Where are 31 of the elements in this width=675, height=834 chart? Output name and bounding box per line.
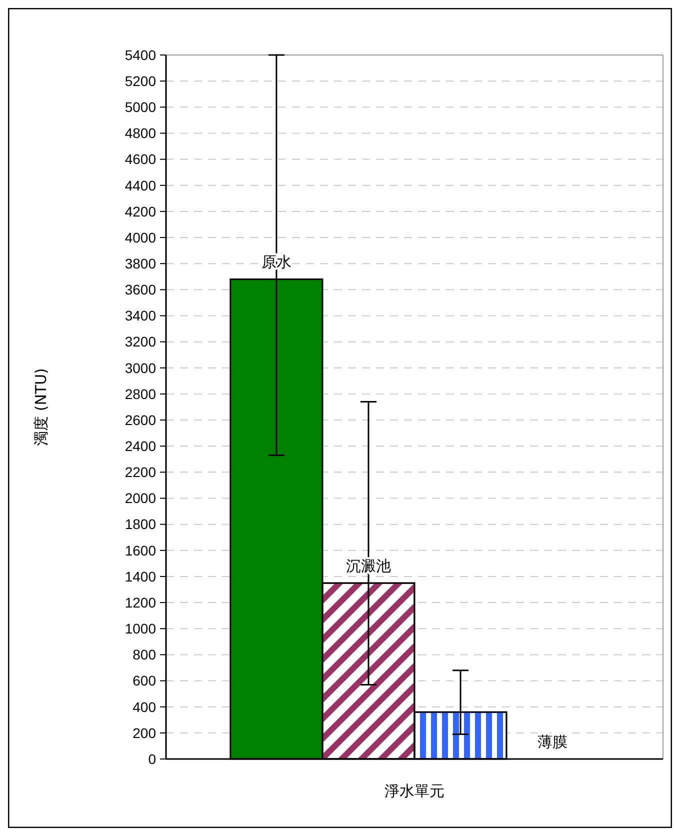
y-tick-label: 1800 — [124, 516, 156, 532]
y-tick-label: 3200 — [124, 334, 156, 350]
y-tick-label: 1400 — [124, 568, 156, 584]
y-tick-label: 3000 — [124, 360, 156, 376]
y-tick-label: 3600 — [124, 282, 156, 298]
y-tick-label: 1200 — [124, 594, 156, 610]
y-tick-label: 4800 — [124, 125, 156, 142]
y-tick-label: 2400 — [124, 438, 156, 454]
y-tick-label: 2800 — [124, 386, 156, 402]
y-tick-label: 2000 — [124, 490, 156, 506]
y-tick-label: 400 — [132, 698, 156, 715]
y-tick-label: 800 — [132, 646, 156, 663]
y-tick-label: 5200 — [124, 72, 156, 89]
y-tick-label: 4200 — [124, 203, 156, 220]
y-tick-label: 4400 — [124, 177, 156, 194]
y-tick-label: 600 — [132, 672, 156, 689]
y-tick-label: 4600 — [124, 151, 156, 168]
x-tick-label: 薄膜 — [538, 733, 568, 751]
y-tick-label: 3800 — [124, 255, 156, 272]
y-tick-label: 1600 — [124, 542, 156, 558]
y-tick-label: 2200 — [124, 464, 156, 480]
x-axis-title: 淨水單元 — [384, 782, 444, 800]
y-tick-label: 0 — [148, 750, 156, 767]
y-tick-label: 1000 — [124, 620, 156, 637]
y-tick-label: 4000 — [124, 229, 156, 246]
y-tick-label: 3400 — [124, 308, 156, 324]
y-axis-title: 濁度 (NTU) — [32, 368, 50, 446]
y-tick-label: 2600 — [124, 412, 156, 428]
y-tick-label: 5000 — [124, 99, 156, 116]
y-tick-label: 200 — [132, 724, 156, 741]
y-tick-label: 5400 — [124, 46, 156, 63]
